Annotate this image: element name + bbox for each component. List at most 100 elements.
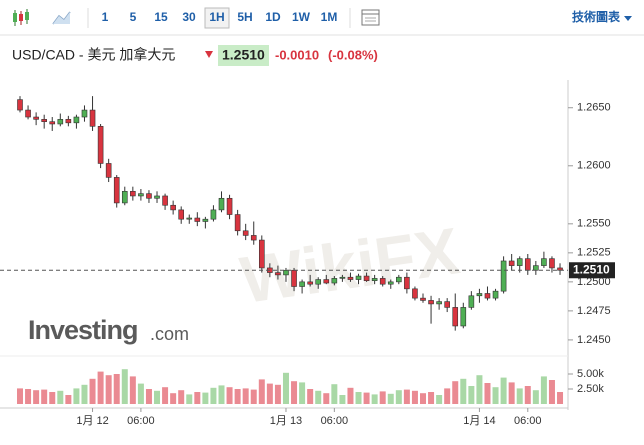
interval-button[interactable]: 1H — [209, 10, 224, 24]
candle-body — [307, 281, 313, 285]
candle-body — [476, 293, 483, 297]
candle-body — [387, 281, 394, 285]
volume-bar — [323, 393, 330, 404]
price-box — [218, 45, 269, 66]
candle-body — [420, 297, 426, 301]
logo-suffix: .com — [150, 324, 189, 344]
candle-body — [105, 163, 112, 178]
price-change-pct: (-0.08%) — [328, 47, 378, 62]
volume-bar — [371, 394, 378, 404]
interval-button[interactable]: 1M — [321, 10, 338, 24]
line-icon[interactable] — [52, 11, 71, 25]
candle-body — [154, 195, 160, 199]
y-tick-label: 1.2650 — [577, 102, 611, 114]
volume-bar — [121, 369, 128, 404]
volume-bar — [444, 388, 451, 404]
candle-body — [65, 119, 72, 124]
volume-bar — [508, 382, 515, 404]
volume-bar — [468, 386, 475, 404]
candle-body — [57, 119, 64, 125]
candle-body — [250, 235, 257, 241]
volume-bar — [484, 383, 491, 404]
interval-button[interactable]: 30 — [182, 10, 196, 24]
candle-body — [516, 258, 523, 266]
interval-button[interactable]: 15 — [154, 10, 168, 24]
volume-bar — [331, 384, 338, 404]
candle-body — [484, 293, 491, 299]
candle-body — [258, 239, 265, 269]
x-tick-label: 1月 14 — [463, 415, 495, 427]
candle-body — [162, 195, 168, 206]
y-tick-label: 1.2500 — [577, 276, 611, 288]
tech-chart-button[interactable]: 技術圖表 — [572, 9, 621, 24]
volume-bar — [274, 384, 281, 404]
candle-body — [339, 276, 346, 279]
volume-bar — [548, 380, 555, 404]
candle-body — [549, 258, 555, 269]
layout-icon[interactable] — [361, 9, 380, 26]
interval-button[interactable]: 5 — [130, 10, 137, 24]
candle-body — [121, 191, 128, 204]
candle-body — [81, 109, 88, 118]
volume-bar — [178, 390, 185, 404]
candle-body — [113, 177, 120, 204]
volume-bar — [403, 389, 410, 404]
volume-bar — [105, 375, 112, 404]
volume-bar — [162, 387, 169, 404]
candle-body — [500, 260, 507, 292]
candle-body — [218, 197, 225, 211]
x-tick-label: 06:00 — [127, 415, 155, 427]
candle-body — [146, 193, 152, 199]
volume-bar — [250, 389, 257, 404]
y-tick-label: 1.2475 — [577, 305, 611, 317]
volume-bar — [339, 395, 346, 404]
y-tick-label: 1.2550 — [577, 218, 611, 230]
x-tick-label: 06:00 — [514, 415, 542, 427]
volume-bar — [524, 386, 531, 404]
candle-body — [379, 278, 386, 285]
candle-body — [49, 121, 56, 125]
candle-body — [508, 260, 515, 266]
interval-button[interactable]: 5H — [237, 10, 252, 24]
candle-body — [533, 265, 539, 271]
price-change: -0.0010 — [275, 47, 319, 62]
candle-body — [89, 109, 96, 127]
interval-button[interactable]: 1D — [265, 10, 281, 24]
volume-bar — [97, 371, 104, 404]
candle-body — [315, 279, 322, 285]
volume-bar — [170, 393, 177, 404]
volume-bar — [218, 385, 225, 404]
volume-bar — [492, 387, 499, 404]
candle-body — [541, 258, 547, 266]
volume-bar — [33, 390, 40, 404]
y-tick-label: 1.2525 — [577, 247, 611, 259]
candle-body — [412, 288, 418, 299]
candle-body — [331, 278, 338, 284]
interval-button[interactable]: 1W — [292, 10, 311, 24]
volume-bar — [57, 390, 64, 404]
volume-bar — [347, 387, 354, 404]
volume-bar — [73, 388, 80, 404]
candle-body — [41, 119, 47, 122]
candle-body — [371, 278, 378, 282]
candle-body — [524, 258, 531, 271]
volume-bar — [129, 376, 136, 404]
last-price: 1.2510 — [222, 47, 265, 63]
candle-body — [404, 276, 410, 290]
volume-bar — [395, 390, 402, 404]
toolbar-bg — [0, 0, 644, 35]
symbol-title: USD/CAD - 美元 加拿大元 — [12, 47, 175, 63]
candle-body — [178, 209, 184, 220]
candle-body — [347, 276, 354, 280]
candle-body — [186, 217, 193, 220]
volume-bar — [420, 393, 426, 404]
candle-body — [33, 116, 39, 120]
candle-body — [130, 191, 136, 197]
volume-bar — [540, 376, 547, 404]
candle-body — [452, 307, 459, 327]
candle-body — [17, 99, 23, 111]
candle-icon[interactable] — [13, 9, 29, 26]
volume-bar — [137, 383, 144, 404]
interval-button[interactable]: 1 — [102, 10, 109, 24]
